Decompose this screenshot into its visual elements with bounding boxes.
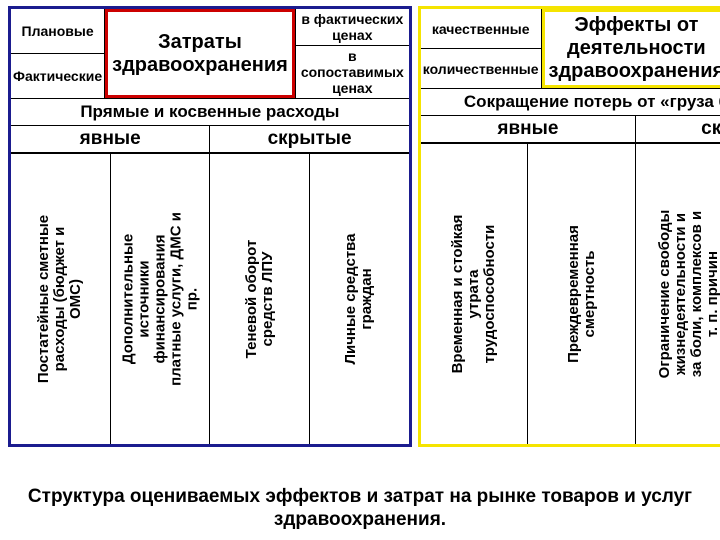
effects-hidden: скрытые xyxy=(636,116,720,142)
effects-column: качественные количественные Эффекты от д… xyxy=(418,6,720,447)
planned-label: Плановые xyxy=(11,9,104,54)
columns: Плановые Фактические Затраты здравоохран… xyxy=(8,6,712,447)
costs-vlabel-2: Теневой оборот средств ЛПУ xyxy=(244,240,276,359)
effects-vlabel-1: Преждевременная смертность xyxy=(566,225,598,363)
costs-top-row: Плановые Фактические Затраты здравоохран… xyxy=(11,9,409,99)
costs-right-side: в фактических ценах в сопоставимых ценах xyxy=(295,9,409,98)
quantitative-label: количественные xyxy=(421,49,541,88)
costs-vcol-3: Личные средства граждан xyxy=(310,154,409,444)
costs-vcol-1: Дополнительные источники финансирования … xyxy=(111,154,211,444)
costs-title: Затраты здравоохранения xyxy=(105,9,295,98)
costs-subtitle: Прямые и косвенные расходы xyxy=(11,99,409,126)
diagram-root: Плановые Фактические Затраты здравоохран… xyxy=(0,0,720,540)
costs-vcol-2: Теневой оборот средств ЛПУ xyxy=(210,154,310,444)
costs-vlabel-1: Дополнительные источники финансирования … xyxy=(120,212,199,386)
costs-vcol-0: Постатейные сметные расходы (бюджет и ОМ… xyxy=(11,154,111,444)
effects-vlabel-2: Ограничение свободы жизнедеятельности и … xyxy=(658,210,720,379)
costs-vertical-columns: Постатейные сметные расходы (бюджет и ОМ… xyxy=(11,154,409,444)
qualitative-label: качественные xyxy=(421,9,541,49)
effects-subtitle: Сокращение потерь от «груза болезней» xyxy=(421,89,720,116)
costs-left-side: Плановые Фактические xyxy=(11,9,105,98)
effects-vcol-2: Ограничение свободы жизнедеятельности и … xyxy=(636,144,720,444)
costs-split: явные скрытые xyxy=(11,126,409,154)
effects-vertical-columns: Временная и стойкая утрата трудоспособно… xyxy=(421,144,720,444)
costs-hidden: скрытые xyxy=(210,126,408,152)
caption: Структура оцениваемых эффектов и затрат … xyxy=(0,486,720,532)
actual-prices-label: в фактических ценах xyxy=(296,9,409,46)
effects-vcol-1: Преждевременная смертность xyxy=(528,144,636,444)
effects-vcol-0: Временная и стойкая утрата трудоспособно… xyxy=(421,144,529,444)
effects-left-side: качественные количественные xyxy=(421,9,542,88)
actual-label: Фактические xyxy=(11,54,104,98)
effects-top-row: качественные количественные Эффекты от д… xyxy=(421,9,720,89)
effects-title: Эффекты от деятельности здравоохранения xyxy=(542,9,720,88)
effects-vlabel-0: Временная и стойкая утрата трудоспособно… xyxy=(450,215,498,374)
costs-vlabel-0: Постатейные сметные расходы (бюджет и ОМ… xyxy=(37,215,85,383)
costs-explicit: явные xyxy=(11,126,210,152)
costs-column: Плановые Фактические Затраты здравоохран… xyxy=(8,6,412,447)
effects-split: явные скрытые xyxy=(421,116,720,144)
comparable-prices-label: в сопоставимых ценах xyxy=(296,46,409,98)
effects-explicit: явные xyxy=(421,116,636,142)
costs-vlabel-3: Личные средства граждан xyxy=(344,233,376,364)
